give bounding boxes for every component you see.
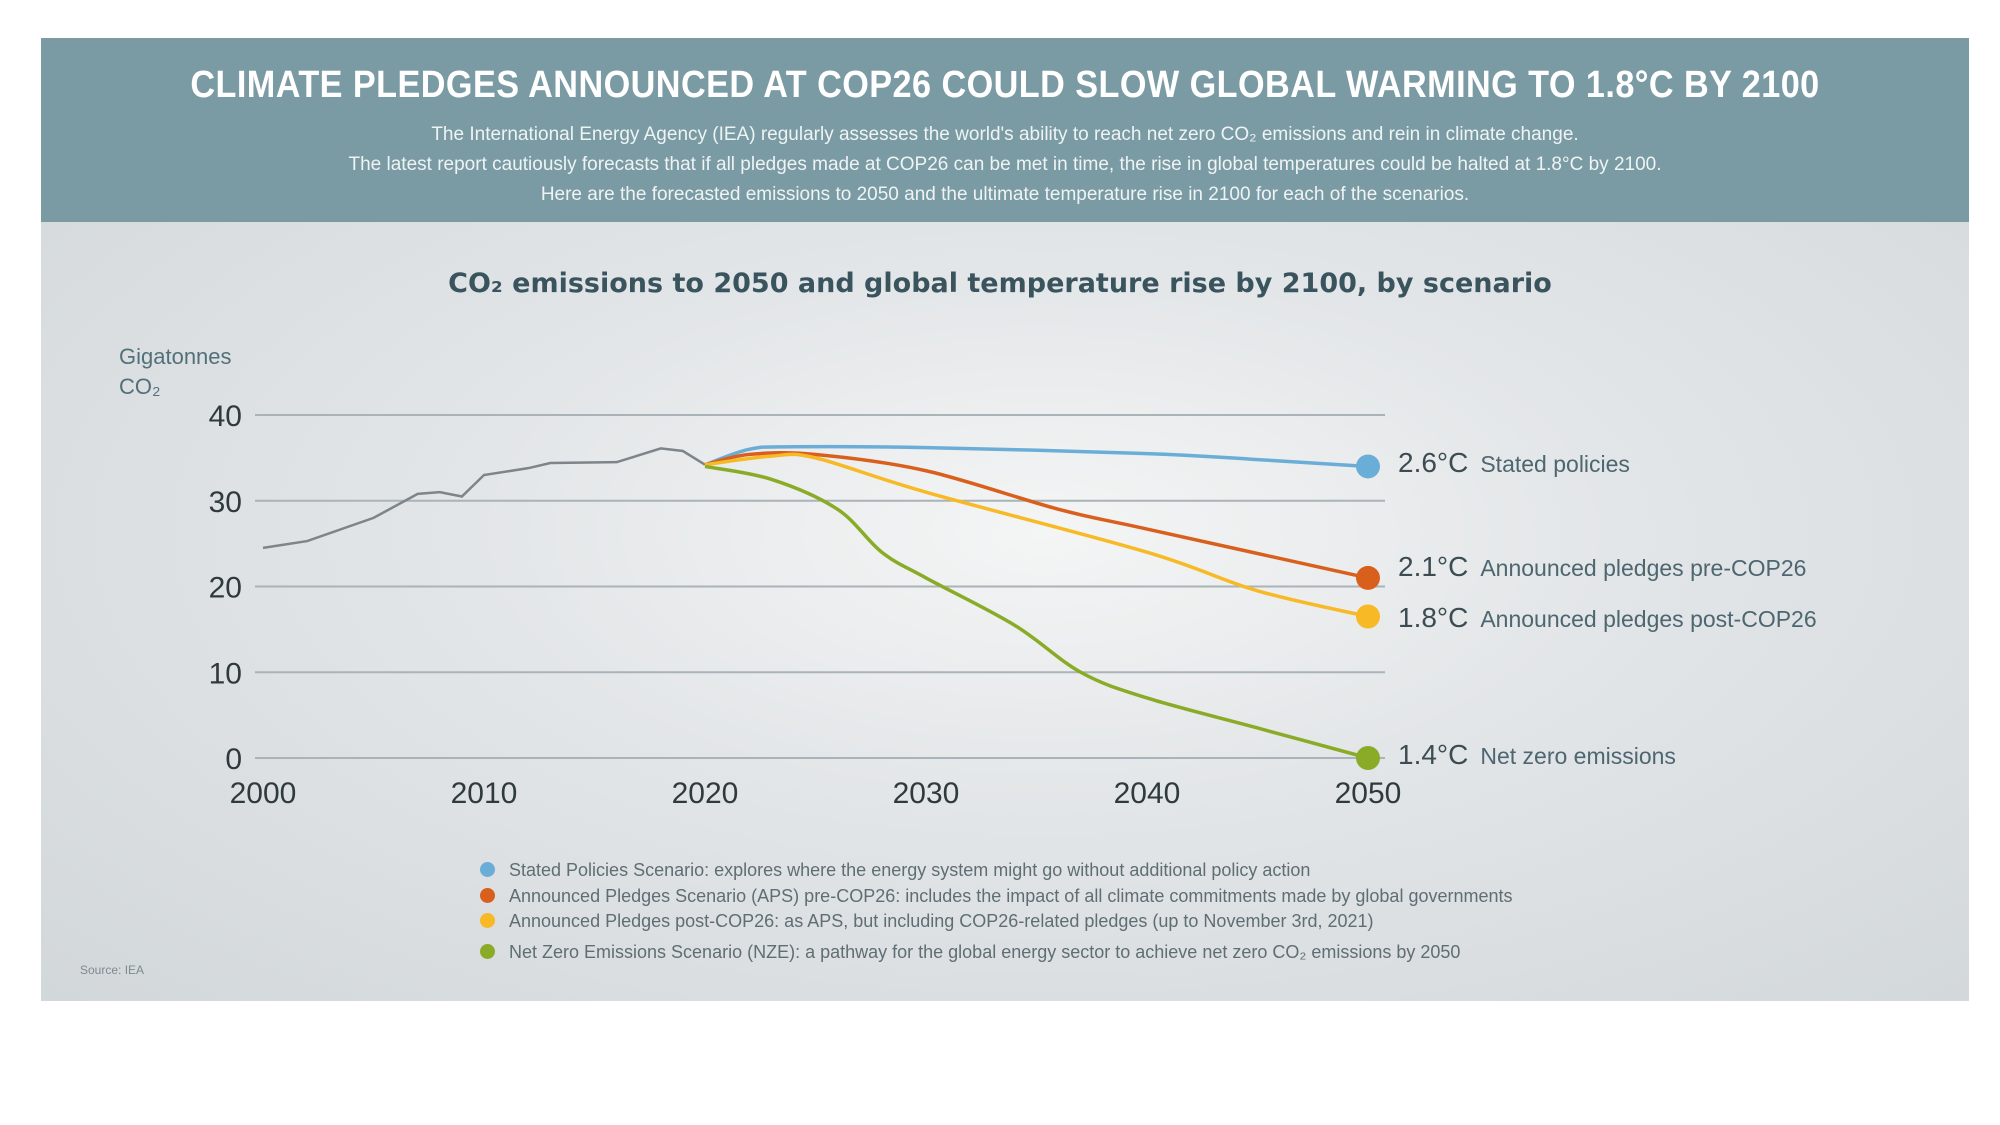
series-name: Announced pledges pre-COP26: [1480, 554, 1807, 581]
chart-panel: [41, 222, 1969, 1001]
x-tick-label: 2040: [1114, 777, 1181, 810]
series-end-label: 1.4°C Net zero emissions: [1398, 739, 1676, 771]
y-tick-label: 10: [209, 657, 242, 690]
series-end-label: 2.6°C Stated policies: [1398, 447, 1630, 479]
series-line: [704, 452, 1369, 619]
series-end-dot: [1356, 565, 1380, 590]
legend-text: Stated Policies Scenario: explores where…: [509, 860, 1311, 880]
subtitle-line: The latest report cautiously forecasts t…: [348, 154, 1662, 175]
series-end-label: 1.8°C Announced pledges post-COP26: [1398, 602, 1817, 634]
legend-text: Announced Pledges post-COP26: as APS, bu…: [509, 911, 1374, 931]
legend-item: Stated Policies Scenario: explores where…: [480, 860, 1310, 881]
chart-title: CO₂ emissions to 2050 and global tempera…: [448, 268, 1552, 299]
legend-dot: [480, 913, 495, 928]
y-tick-label: 40: [209, 400, 242, 433]
series-end-dot: [1356, 454, 1380, 479]
series-end-dot: [1356, 604, 1380, 629]
x-tick-label: 2010: [451, 777, 518, 810]
temperature-label: 1.8°C: [1398, 601, 1469, 633]
series-end-label: 2.1°C Announced pledges pre-COP26: [1398, 551, 1806, 583]
legend-dot: [480, 862, 495, 877]
subtitle-line: Here are the forecasted emissions to 205…: [540, 184, 1470, 205]
legend-item: Net Zero Emissions Scenario (NZE): a pat…: [480, 942, 1460, 963]
series-name: Announced pledges post-COP26: [1480, 605, 1817, 632]
y-axis-label: Gigatonnes: [119, 344, 232, 369]
main-title: CLIMATE PLEDGES ANNOUNCED AT COP26 COULD…: [190, 64, 1820, 106]
y-tick-label: 30: [209, 486, 242, 519]
series-name: Net zero emissions: [1480, 743, 1676, 769]
legend-item: Announced Pledges Scenario (APS) pre-COP…: [480, 886, 1513, 907]
y-tick-label: 0: [225, 743, 242, 776]
temperature-label: 1.4°C: [1398, 739, 1469, 770]
legend-dot: [480, 944, 495, 959]
x-tick-label: 2030: [893, 777, 960, 810]
subtitle-block: The International Energy Agency (IEA) re…: [41, 120, 1969, 210]
source-note: Source: IEA: [80, 963, 145, 977]
y-tick-label: 20: [209, 572, 242, 605]
series-line: [704, 444, 1369, 469]
series-line: [704, 464, 1369, 760]
temperature-label: 2.6°C: [1398, 447, 1469, 479]
series-end-dot: [1356, 746, 1380, 770]
x-tick-label: 2020: [672, 777, 739, 810]
legend-text: Net Zero Emissions Scenario (NZE): a pat…: [509, 942, 1461, 962]
y-axis-unit: CO₂: [119, 374, 161, 399]
series-name: Stated policies: [1480, 451, 1630, 478]
historical-line: [262, 447, 706, 550]
x-tick-label: 2050: [1335, 777, 1402, 810]
legend-text: Announced Pledges Scenario (APS) pre-COP…: [509, 886, 1513, 906]
series-line: [704, 451, 1369, 580]
x-tick-label: 2000: [230, 777, 297, 810]
subtitle-line: The International Energy Agency (IEA) re…: [431, 124, 1579, 145]
legend-item: Announced Pledges post-COP26: as APS, bu…: [480, 911, 1374, 932]
header-banner: CLIMATE PLEDGES ANNOUNCED AT COP26 COULD…: [41, 38, 1969, 222]
legend-dot: [480, 888, 495, 903]
temperature-label: 2.1°C: [1398, 550, 1469, 582]
